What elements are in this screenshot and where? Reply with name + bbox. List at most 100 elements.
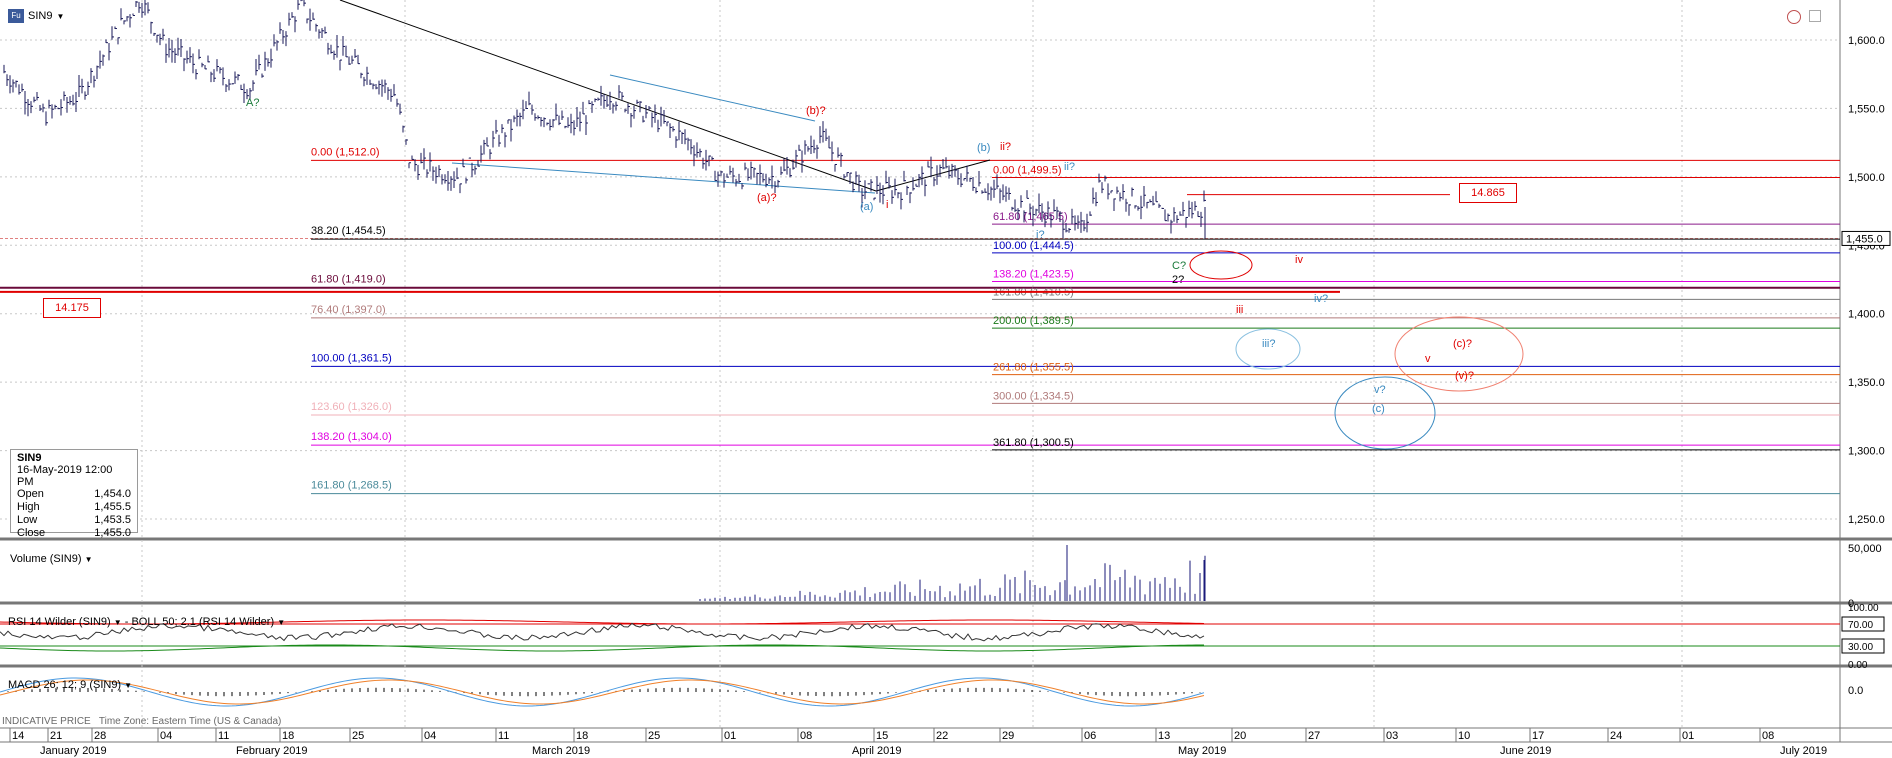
rsi-tick-label: 0.00 xyxy=(1848,660,1868,671)
date-tick-label: 14 xyxy=(12,730,24,742)
chart-tools[interactable] xyxy=(1787,10,1821,24)
date-tick-label: 20 xyxy=(1234,730,1246,742)
date-tick-label: 25 xyxy=(352,730,364,742)
fib-level-label: 100.00 (1,444.5) xyxy=(993,240,1074,252)
ohlc-low-value: 1,453.5 xyxy=(94,514,131,526)
rsi-tick-label: 70.00 xyxy=(1848,620,1873,631)
volume-tick-label: 50,000 xyxy=(1848,543,1882,555)
price-tick-label: 1,400.0 xyxy=(1848,309,1885,321)
rsi-line xyxy=(0,622,1205,642)
wave-label: iv xyxy=(1295,254,1303,266)
month-label: March 2019 xyxy=(532,745,590,757)
wave-label: (v)? xyxy=(1455,370,1474,382)
fib-level-label: 261.80 (1,355.5) xyxy=(993,362,1074,374)
macd-signal-line xyxy=(0,679,1205,705)
rsi-level-box xyxy=(1841,616,1885,632)
wave-label: iii? xyxy=(1262,338,1275,350)
ohlc-low-label: Low xyxy=(17,514,38,526)
chevron-down-icon[interactable]: ▼ xyxy=(56,11,65,21)
fib-level-label: 361.80 (1,300.5) xyxy=(993,437,1074,449)
wave-label: (b) xyxy=(977,142,990,154)
channel-line xyxy=(609,74,816,122)
ohlc-open-label: Open xyxy=(17,488,44,500)
symbol-title: SIN9 xyxy=(28,10,53,22)
date-tick-label: 10 xyxy=(1458,730,1470,742)
date-tick-label: 11 xyxy=(218,730,229,742)
month-label: July 2019 xyxy=(1780,745,1827,757)
month-label: June 2019 xyxy=(1500,745,1551,757)
date-tick-label: 17 xyxy=(1532,730,1544,742)
price-tick-label: 1,550.0 xyxy=(1848,103,1885,115)
futures-badge-icon: Fu xyxy=(8,9,24,23)
ohlc-high-value: 1,455.5 xyxy=(94,501,131,513)
date-tick-label: 27 xyxy=(1308,730,1320,742)
fib-level-label: 161.80 (1,268.5) xyxy=(311,480,392,492)
wave-label: (b)? xyxy=(806,105,826,117)
date-tick-label: 25 xyxy=(648,730,660,742)
chevron-down-icon[interactable]: ▼ xyxy=(277,618,286,627)
footer-note: INDICATIVE PRICE Time Zone: Eastern Time… xyxy=(2,716,281,727)
value-box-left: 14.175 xyxy=(43,298,101,318)
boll-title-text: BOLL 50; 2.1 (RSI 14 Wilder) xyxy=(131,616,275,628)
date-tick-label: 15 xyxy=(876,730,888,742)
fib-level-label: 38.20 (1,454.5) xyxy=(311,225,386,237)
date-tick-label: 18 xyxy=(576,730,588,742)
rsi-tick-label: 30.00 xyxy=(1848,642,1873,653)
ohlc-open-value: 1,454.0 xyxy=(94,488,131,500)
wave-label: v xyxy=(1425,353,1431,365)
timezone-label: Time Zone: Eastern Time (US & Canada) xyxy=(98,716,282,727)
price-tick-label: 1,500.0 xyxy=(1848,172,1885,184)
fib-level-label: 200.00 (1,389.5) xyxy=(993,315,1074,327)
wave-label: i? xyxy=(1036,229,1045,241)
volume-title[interactable]: Volume (SIN9) ▼ xyxy=(10,553,93,565)
ohlc-high-label: High xyxy=(17,501,40,513)
wave-label: (a)? xyxy=(757,192,777,204)
wave-label: (c) xyxy=(1372,403,1385,415)
price-tick-label: 1,350.0 xyxy=(1848,377,1885,389)
wave-label: ii? xyxy=(1064,161,1075,173)
chevron-down-icon[interactable]: ▼ xyxy=(113,618,122,627)
symbol-header[interactable]: Fu SIN9 ▼ xyxy=(8,9,64,23)
chevron-down-icon[interactable]: ▼ xyxy=(124,681,133,690)
macd-line xyxy=(0,677,1205,707)
rsi-title[interactable]: RSI 14 Wilder (SIN9) ▼ - BOLL 50; 2.1 (R… xyxy=(8,616,286,628)
wave-label: (c)? xyxy=(1453,338,1472,350)
ohlc-data-window: SIN9 16-May-2019 12:00 PM Open 1,454.0 Hi… xyxy=(10,449,138,539)
target-zone-ellipse xyxy=(1334,376,1436,450)
fib-level-label: 0.00 (1,499.5) xyxy=(993,165,1062,177)
fib-level-label: 138.20 (1,423.5) xyxy=(993,269,1074,281)
indicative-price: INDICATIVE PRICE xyxy=(2,716,91,727)
macd-title[interactable]: MACD 26; 12; 9 (SIN9) ▼ xyxy=(8,679,132,691)
target-zone-ellipse xyxy=(1235,328,1301,370)
value-box-right: 14.865 xyxy=(1459,183,1517,203)
ohlc-close-label: Close xyxy=(17,527,46,539)
channel-line xyxy=(451,162,876,194)
target-zone-ellipse xyxy=(1394,316,1524,392)
clock-icon[interactable] xyxy=(1787,10,1801,24)
price-tick-label: 1,250.0 xyxy=(1848,514,1885,526)
fib-level-label: 0.00 (1,512.0) xyxy=(311,146,380,158)
wave-label: iv? xyxy=(1314,293,1328,305)
fib-level-label: 100.00 (1,361.5) xyxy=(311,352,392,364)
date-tick-label: 13 xyxy=(1158,730,1170,742)
current-price-box xyxy=(1841,230,1891,246)
fib-level-label: 138.20 (1,304.0) xyxy=(311,431,392,443)
rsi-level-box xyxy=(1841,638,1885,654)
macd-title-text: MACD 26; 12; 9 (SIN9) xyxy=(8,679,122,691)
date-tick-label: 21 xyxy=(50,730,62,742)
rsi-tick-label: 100.00 xyxy=(1848,603,1879,614)
ohlc-symbol: SIN9 xyxy=(17,452,42,464)
date-tick-label: 28 xyxy=(94,730,106,742)
month-label: May 2019 xyxy=(1178,745,1226,757)
close-window-icon[interactable] xyxy=(1809,10,1821,22)
current-price-label: 1,455.0 xyxy=(1846,233,1883,245)
date-tick-label: 22 xyxy=(936,730,948,742)
macd-tick-label: 0.0 xyxy=(1848,685,1863,697)
fib-level-label: 76.40 (1,397.0) xyxy=(311,304,386,316)
chevron-down-icon[interactable]: ▼ xyxy=(84,555,93,564)
fib-level-label: 61.80 (1,419.0) xyxy=(311,274,386,286)
wave-label: A? xyxy=(246,97,259,109)
date-tick-label: 18 xyxy=(282,730,294,742)
date-tick-label: 06 xyxy=(1084,730,1096,742)
